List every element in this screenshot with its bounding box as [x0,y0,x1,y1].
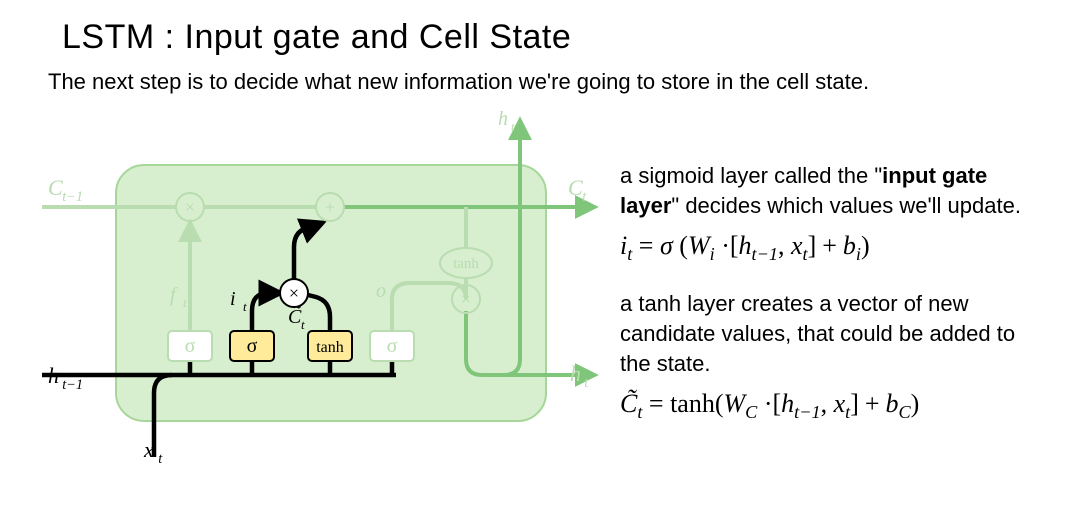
svg-text:h: h [498,108,508,130]
explanation-panel: a sigmoid layer called the "input gate l… [620,103,1024,447]
svg-text:x: x [143,437,154,462]
p1-pre: a sigmoid layer called the " [620,163,882,188]
svg-text:C: C [48,175,63,200]
svg-text:t: t [582,189,587,205]
lstm-svg: ×+××tanhσσtanhσCt−1ht−1xtCththtftitC̃tot [42,103,602,463]
equation-ctilde: C̃t = tanh(WC ·[ht−1, xt]+bC) [620,386,1024,425]
svg-text:C̃: C̃ [288,305,302,328]
svg-text:t: t [301,317,305,332]
svg-text:tanh: tanh [453,256,479,272]
slide-title: LSTM : Input gate and Cell State [62,18,1024,57]
svg-text:C: C [568,175,583,200]
para-input-gate: a sigmoid layer called the "input gate l… [620,161,1024,220]
svg-text:+: + [325,197,335,217]
svg-text:o: o [376,280,386,302]
svg-text:σ: σ [247,335,258,357]
svg-text:t: t [511,119,515,134]
content-row: ×+××tanhσσtanhσCt−1ht−1xtCththtftitC̃tot… [42,103,1024,468]
svg-text:t−1: t−1 [62,377,83,393]
svg-text:×: × [289,283,299,303]
lstm-diagram: ×+××tanhσσtanhσCt−1ht−1xtCththtftitC̃tot [42,103,602,468]
svg-text:t: t [158,451,163,463]
svg-text:t: t [183,295,187,310]
svg-text:×: × [461,289,471,309]
svg-text:i: i [230,288,236,310]
svg-text:×: × [185,197,195,217]
svg-text:t: t [389,291,393,306]
slide: LSTM : Input gate and Cell State The nex… [0,0,1066,514]
svg-text:t: t [243,299,247,314]
svg-text:tanh: tanh [316,339,344,356]
equation-it: it = σ (Wi ·[ht−1, xt]+bi) [620,228,1024,267]
svg-text:h: h [570,361,581,386]
p1-post: " decides which values we'll update. [671,193,1021,218]
svg-text:σ: σ [387,335,398,357]
svg-text:h: h [48,363,59,388]
svg-text:t−1: t−1 [62,189,83,205]
para-candidate: a tanh layer creates a vector of new can… [620,289,1024,378]
svg-text:t: t [584,375,589,391]
slide-subtitle: The next step is to decide what new info… [48,69,1024,95]
svg-text:σ: σ [185,335,196,357]
